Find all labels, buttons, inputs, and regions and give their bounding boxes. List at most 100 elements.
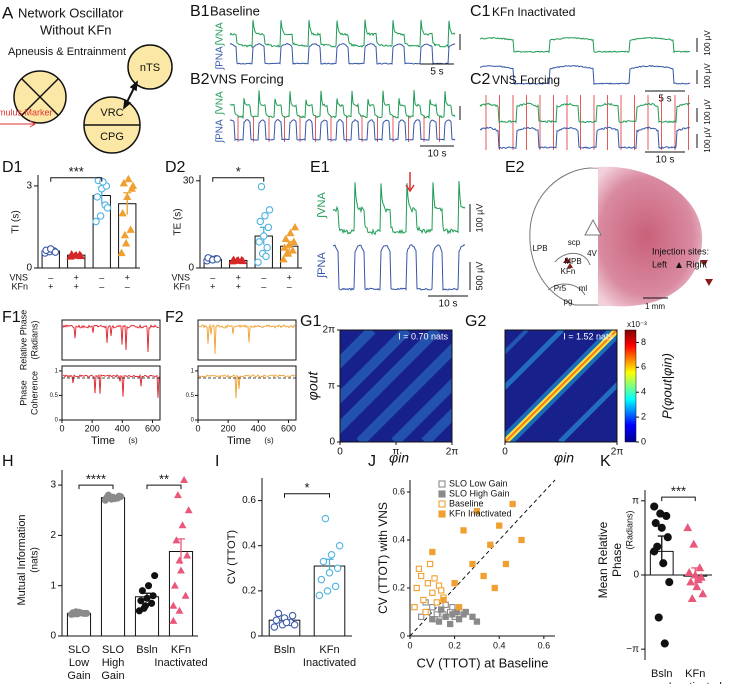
label: 500 µV — [474, 262, 484, 291]
data-point — [170, 581, 179, 589]
label: 400 — [251, 423, 266, 433]
label: ∫PNA — [316, 252, 328, 279]
legend-marker — [438, 500, 446, 508]
data-point — [121, 239, 131, 247]
data-point — [148, 599, 156, 607]
data-point — [469, 560, 476, 568]
label: G1 — [300, 313, 321, 330]
data-point — [123, 192, 132, 200]
x-tick-label: Low — [69, 657, 89, 669]
legend-marker — [438, 480, 446, 488]
label: Phase — [18, 380, 28, 406]
significance: **** — [86, 472, 106, 487]
label: A — [2, 3, 14, 22]
data-point — [169, 601, 178, 609]
label: 100 µV — [703, 127, 712, 153]
data-point — [262, 252, 270, 261]
label: Time — [227, 435, 251, 447]
data-point — [442, 613, 449, 620]
trace — [229, 43, 456, 66]
x-tick-label: Inactivated — [303, 657, 356, 669]
legend-marker — [438, 510, 446, 518]
x-tick-label: Bsln — [274, 644, 295, 656]
label: 100 µV — [474, 204, 484, 233]
label: I = 0.70 nats — [398, 331, 448, 341]
data-point — [177, 566, 185, 574]
legend-marker — [438, 490, 446, 498]
label: E2 — [505, 159, 525, 176]
label: LPB — [532, 244, 547, 253]
phase-trace — [198, 323, 296, 354]
data-point — [323, 587, 332, 595]
label: 1 — [55, 368, 59, 374]
label: Left — [652, 259, 668, 269]
label: Coherence — [29, 371, 39, 415]
significance: * — [236, 164, 241, 179]
data-point — [690, 570, 700, 579]
y-tick-label: 0.2 — [242, 585, 256, 596]
data-point — [126, 225, 135, 233]
label: D2 — [165, 159, 186, 176]
significance-bracket — [50, 177, 103, 182]
heatmap-bands — [340, 330, 452, 442]
data-point — [695, 563, 705, 572]
data-point — [687, 593, 697, 602]
data-point — [418, 572, 425, 580]
label: 100 µV — [703, 30, 712, 56]
data-point — [424, 580, 431, 587]
bar — [100, 497, 126, 637]
data-point — [431, 575, 438, 582]
label: P(φout|φin) — [659, 353, 674, 419]
data-point — [317, 575, 326, 584]
heatmap-band — [340, 330, 441, 435]
label: – — [99, 272, 104, 282]
data-point — [698, 589, 708, 598]
data-point — [449, 604, 456, 611]
label: 0.5 — [186, 393, 195, 399]
label: J — [368, 453, 376, 470]
data-point — [175, 556, 184, 564]
label: Right — [686, 259, 708, 269]
data-point — [238, 256, 247, 265]
label: ∫VNA — [215, 91, 226, 116]
label: ∫VNA — [215, 22, 226, 47]
coherence-trace — [198, 374, 296, 399]
data-point — [460, 527, 467, 534]
data-point — [51, 248, 60, 256]
label: E1 — [310, 159, 330, 176]
heatmap-band — [558, 381, 617, 442]
data-point — [183, 551, 192, 559]
label: VNS Forcing — [210, 71, 284, 86]
label: MPB — [564, 257, 581, 266]
label: φin — [554, 450, 574, 466]
data-point — [289, 237, 298, 245]
label: CV (TTOT) — [226, 530, 238, 584]
colorbar — [624, 329, 637, 443]
data-point — [118, 208, 127, 217]
data-point — [455, 604, 463, 611]
data-point — [429, 589, 436, 596]
label: 0 — [55, 418, 59, 424]
data-point — [67, 249, 76, 258]
y-tick-label: 3 — [50, 480, 56, 491]
legend-label: Baseline — [449, 498, 484, 508]
label: KFn — [561, 267, 576, 276]
data-point — [282, 618, 291, 627]
label: 600 — [281, 423, 296, 433]
x-tick-label: KFn — [171, 644, 191, 656]
label: 0 — [641, 436, 646, 446]
label: 1 mm — [645, 302, 665, 311]
label: 5 s — [658, 94, 671, 105]
data-point — [335, 541, 344, 550]
data-point — [175, 606, 184, 614]
data-point — [288, 246, 297, 254]
heatmap-band — [340, 330, 376, 370]
data-point — [184, 506, 193, 514]
label: nTS — [140, 62, 160, 74]
heatmap — [340, 330, 452, 442]
data-point — [138, 587, 146, 595]
heatmap-band — [505, 330, 564, 391]
label: B1 — [190, 3, 210, 20]
y-tick-label: 0 — [50, 631, 56, 642]
label: Baseline — [210, 3, 260, 18]
